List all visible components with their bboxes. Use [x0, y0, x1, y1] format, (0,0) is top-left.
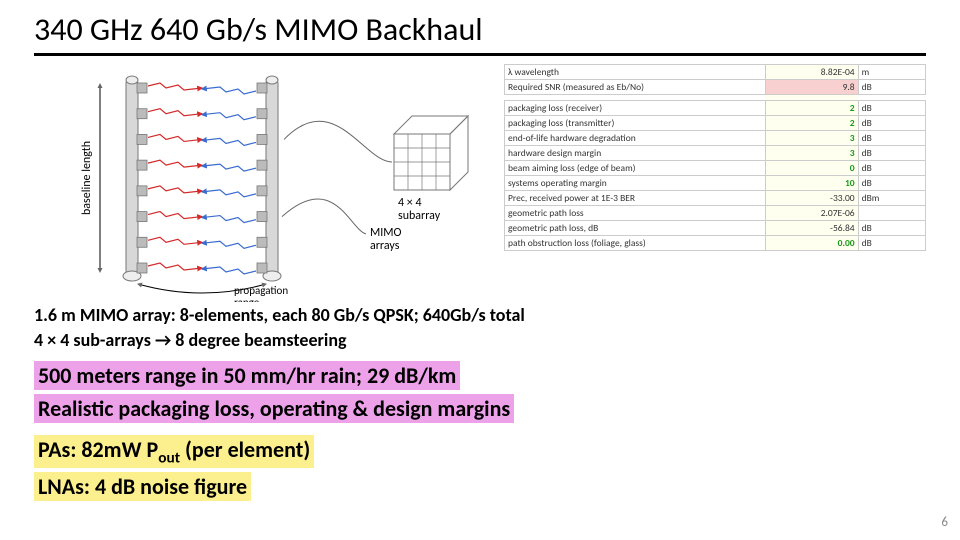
table-row: path obstruction loss (foliage, glass)0.… [505, 236, 926, 251]
highlight-range: 500 meters range in 50 mm/hr rain; 29 dB… [34, 361, 460, 390]
svg-text:subarray: subarray [398, 209, 441, 223]
title-underline [34, 53, 926, 56]
highlight-pa: PAs: 82mW Pout (per element) [34, 435, 314, 468]
svg-text:4 × 4: 4 × 4 [398, 196, 422, 210]
page-title: 340 GHz 640 Gb/s MIMO Backhaul [34, 10, 926, 49]
highlight-margins: Realistic packaging loss, operating & de… [34, 394, 514, 423]
mimo-diagram: baseline lengthpropagationrange4 × 4suba… [34, 62, 494, 302]
table-row: systems operating margin10dB [505, 176, 926, 191]
highlight-lna: LNAs: 4 dB noise figure [34, 472, 251, 501]
table-row: λ wavelength8.82E-04m [505, 65, 926, 80]
caption-line-2: 4 × 4 sub-arrays → 8 degree beamsteering [34, 329, 926, 352]
table-row: geometric path loss2.07E-06 [505, 206, 926, 221]
table-row: end-of-life hardware degradation3dB [505, 131, 926, 146]
pa-text-a: PAs: 82mW P [38, 436, 158, 463]
table-row: geometric path loss, dB-56.84dB [505, 221, 926, 236]
page-number: 6 [941, 515, 948, 530]
table-row: Prec, received power at 1E-3 BER-33.00dB… [505, 191, 926, 206]
caption-line-1: 1.6 m MIMO array: 8-elements, each 80 Gb… [34, 304, 926, 327]
table-row: packaging loss (transmitter)2dB [505, 116, 926, 131]
table-row: beam aiming loss (edge of beam)0dB [505, 161, 926, 176]
svg-text:arrays: arrays [370, 239, 400, 253]
svg-text:MIMO: MIMO [370, 226, 402, 240]
table-row: Required SNR (measured as Eb/No)9.8dB [505, 80, 926, 95]
link-budget-table: λ wavelength8.82E-04mRequired SNR (measu… [504, 64, 926, 251]
table-row: hardware design margin3dB [505, 146, 926, 161]
diagram-svg: baseline lengthpropagationrange4 × 4suba… [34, 62, 494, 302]
table-row: packaging loss (receiver)2dB [505, 101, 926, 116]
pa-text-b: (per element) [180, 436, 310, 463]
svg-text:range: range [234, 296, 260, 302]
p-out-subscript: out [158, 448, 180, 467]
svg-text:baseline length: baseline length [80, 141, 94, 215]
